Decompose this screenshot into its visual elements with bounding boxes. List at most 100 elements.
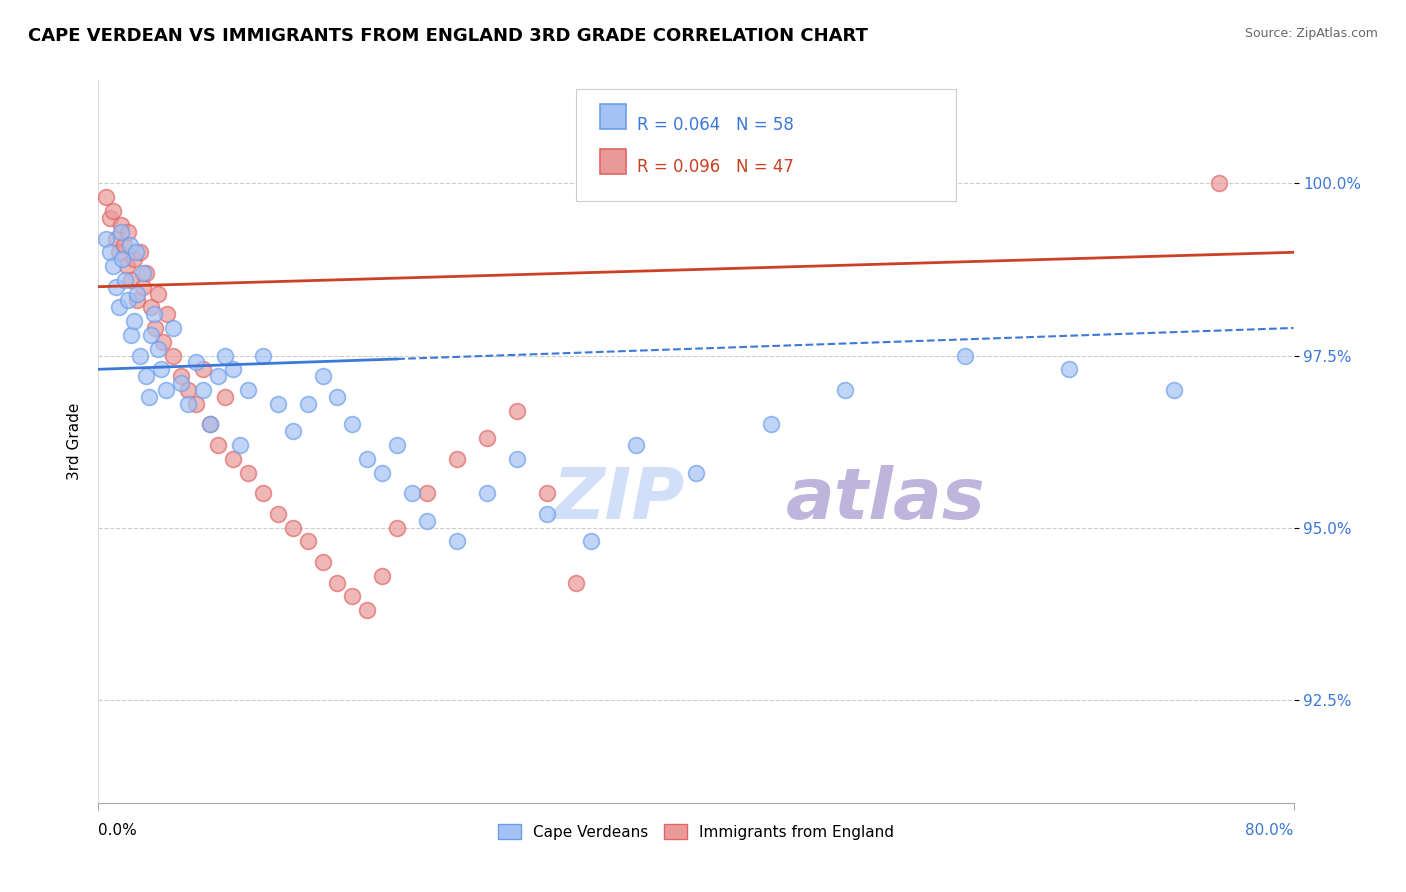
Point xyxy=(565,575,588,590)
Point xyxy=(148,286,170,301)
Point xyxy=(385,520,409,534)
Point xyxy=(94,231,117,245)
Point xyxy=(148,342,170,356)
Text: 0.0%: 0.0% xyxy=(98,823,138,838)
Point xyxy=(1059,362,1081,376)
Point xyxy=(125,245,148,260)
Legend: Cape Verdeans, Immigrants from England: Cape Verdeans, Immigrants from England xyxy=(492,818,900,846)
Point xyxy=(281,424,304,438)
Text: R = 0.064   N = 58: R = 0.064 N = 58 xyxy=(637,116,794,134)
Point xyxy=(110,218,132,232)
Point xyxy=(191,362,214,376)
Point xyxy=(184,355,207,369)
Point xyxy=(416,514,439,528)
Point xyxy=(108,301,131,315)
Point xyxy=(169,369,191,384)
Point xyxy=(103,259,125,273)
Point xyxy=(135,369,157,384)
Point xyxy=(152,334,174,349)
Point xyxy=(127,286,149,301)
Point xyxy=(236,383,259,397)
Point xyxy=(143,321,166,335)
Point xyxy=(267,397,290,411)
Point xyxy=(1163,383,1185,397)
Text: ZIP: ZIP xyxy=(553,465,685,533)
Point xyxy=(834,383,856,397)
Point xyxy=(98,245,122,260)
Point xyxy=(371,568,394,582)
Text: CAPE VERDEAN VS IMMIGRANTS FROM ENGLAND 3RD GRADE CORRELATION CHART: CAPE VERDEAN VS IMMIGRANTS FROM ENGLAND … xyxy=(28,27,868,45)
Point xyxy=(446,534,468,549)
Point xyxy=(446,451,468,466)
Text: 80.0%: 80.0% xyxy=(1246,823,1294,838)
Point xyxy=(105,279,128,293)
Point xyxy=(326,575,349,590)
Point xyxy=(184,397,207,411)
Point xyxy=(120,327,142,342)
Point xyxy=(127,293,149,308)
Point xyxy=(162,321,184,335)
Point xyxy=(222,451,245,466)
Point xyxy=(759,417,782,432)
Point xyxy=(129,349,152,363)
Point xyxy=(475,431,498,445)
Point xyxy=(281,520,304,534)
Point xyxy=(371,466,394,480)
Point xyxy=(267,507,290,521)
Point xyxy=(326,390,349,404)
Point xyxy=(118,238,141,252)
Y-axis label: 3rd Grade: 3rd Grade xyxy=(66,403,82,480)
Point xyxy=(1208,177,1230,191)
Point xyxy=(117,293,139,308)
Point xyxy=(114,273,136,287)
Point xyxy=(475,486,498,500)
Point xyxy=(124,314,146,328)
Point xyxy=(111,252,134,267)
Point xyxy=(229,438,252,452)
Point xyxy=(953,349,976,363)
Point xyxy=(311,369,333,384)
Text: Source: ZipAtlas.com: Source: ZipAtlas.com xyxy=(1244,27,1378,40)
Point xyxy=(103,204,125,219)
Point xyxy=(155,383,177,397)
Point xyxy=(356,603,378,617)
Point xyxy=(342,590,364,604)
Point xyxy=(129,245,152,260)
Point xyxy=(156,307,179,321)
Point xyxy=(132,266,155,280)
Point xyxy=(222,362,245,376)
Point xyxy=(385,438,409,452)
Point xyxy=(132,279,155,293)
Point xyxy=(139,327,162,342)
Point xyxy=(207,369,229,384)
Point xyxy=(115,259,138,273)
Point xyxy=(105,231,128,245)
Point xyxy=(117,225,139,239)
Point xyxy=(506,403,529,417)
Point xyxy=(356,451,378,466)
Point xyxy=(177,383,200,397)
Point xyxy=(150,362,173,376)
Point xyxy=(416,486,439,500)
Point xyxy=(214,390,236,404)
Point xyxy=(342,417,364,432)
Point xyxy=(112,238,135,252)
Point xyxy=(177,397,200,411)
Text: atlas: atlas xyxy=(786,465,986,533)
Point xyxy=(297,397,319,411)
Point xyxy=(685,466,707,480)
Point xyxy=(252,486,274,500)
Point xyxy=(581,534,603,549)
Point xyxy=(135,266,157,280)
Point xyxy=(162,349,184,363)
Point xyxy=(536,486,558,500)
Point xyxy=(191,383,214,397)
Point xyxy=(138,390,160,404)
Point xyxy=(110,225,132,239)
Point xyxy=(108,245,131,260)
Point xyxy=(626,438,648,452)
Point xyxy=(536,507,558,521)
Point xyxy=(200,417,222,432)
Point xyxy=(506,451,529,466)
Point xyxy=(207,438,229,452)
